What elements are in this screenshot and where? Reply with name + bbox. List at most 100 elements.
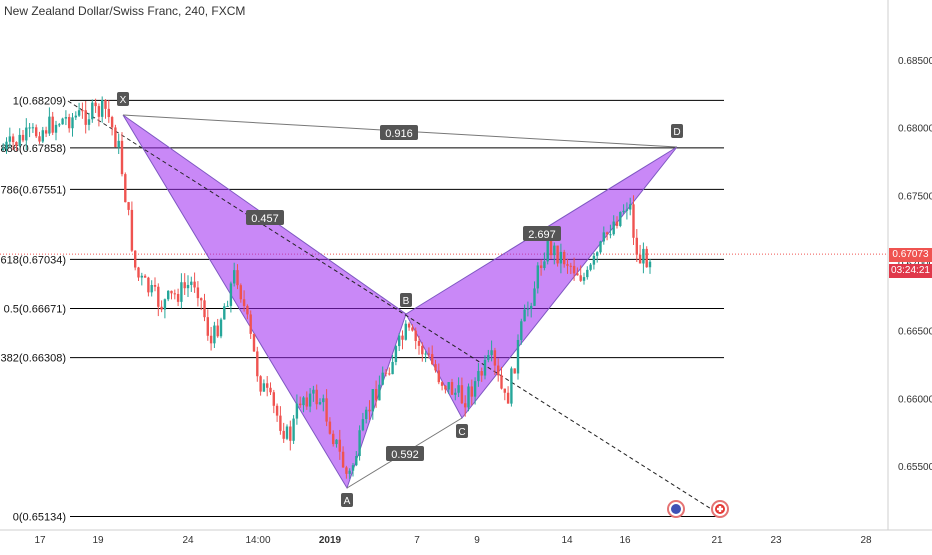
candle-body <box>563 251 566 265</box>
point-c-label-box <box>456 424 468 438</box>
candle-body <box>302 397 305 406</box>
candle-body <box>167 290 170 300</box>
candle-body <box>226 305 229 307</box>
nz-flag-fill <box>671 504 681 514</box>
candle-body <box>556 245 559 264</box>
candle-body <box>223 306 226 320</box>
candle-body <box>236 270 239 286</box>
candle-body <box>163 299 167 310</box>
candle-body <box>530 305 533 309</box>
candle-body <box>134 250 137 268</box>
candle-body <box>378 384 381 401</box>
candle-body <box>143 275 147 278</box>
time-tick-label: 19 <box>92 535 104 546</box>
candle-body <box>332 433 335 445</box>
pattern-triangle-bcd <box>405 146 678 419</box>
candle-body <box>282 430 285 439</box>
candle-body <box>506 392 510 404</box>
candle-body <box>160 306 163 310</box>
candle-body <box>629 204 632 210</box>
time-tick-label: 14:00 <box>245 535 270 546</box>
candle-body <box>54 124 58 133</box>
ratio-xd-label-box <box>380 125 418 140</box>
candle-body <box>68 117 71 129</box>
candle-body <box>371 389 374 412</box>
time-tick-label: 21 <box>711 535 723 546</box>
candle-body <box>464 403 467 408</box>
candle-body <box>622 210 625 212</box>
candle-body <box>137 267 140 278</box>
candle-body <box>503 388 506 393</box>
ratio-ac-label-box <box>386 446 424 461</box>
candle-body <box>157 286 160 307</box>
candle-body <box>150 284 153 293</box>
point-a-label: A <box>344 496 351 507</box>
candle-body <box>120 140 124 175</box>
candle-body <box>615 221 619 226</box>
time-tick-label: 7 <box>414 535 420 546</box>
candle-body <box>114 127 117 148</box>
candle-body <box>71 117 74 129</box>
candle-body <box>325 398 328 422</box>
candle-body <box>516 339 520 374</box>
candle-body <box>338 439 341 452</box>
candle-body <box>312 389 315 394</box>
candle-body <box>252 333 256 352</box>
candle-body <box>170 290 173 294</box>
candle-body <box>91 102 94 120</box>
candle-body <box>219 319 223 337</box>
price-tick-label: 0.67500 <box>898 191 932 202</box>
candle-body <box>2 148 5 150</box>
ch-cross-h <box>717 507 723 511</box>
candle-body <box>266 383 269 388</box>
candle-body <box>209 335 213 344</box>
candle-body <box>285 426 289 439</box>
candle-body <box>97 106 101 117</box>
candle-body <box>477 371 480 382</box>
ratio-xb-label: 0.457 <box>251 213 279 225</box>
candle-body <box>147 277 150 293</box>
candle-body <box>549 238 553 256</box>
candle-body <box>381 372 384 385</box>
candle-body <box>5 141 8 149</box>
candle-body <box>176 293 180 302</box>
point-d-label: D <box>673 127 680 138</box>
point-b-label-box <box>400 293 412 307</box>
candle-body <box>15 142 18 146</box>
candle-body <box>246 305 249 315</box>
candle-body <box>48 116 51 134</box>
candle-body <box>262 383 266 392</box>
candle-body <box>335 439 338 445</box>
candle-body <box>576 273 579 276</box>
candle-body <box>180 282 183 302</box>
candle-body <box>440 382 444 386</box>
candle-body <box>470 386 473 397</box>
candle-body <box>124 174 127 203</box>
candle-body <box>586 269 589 278</box>
candle-body <box>411 327 414 331</box>
candle-body <box>233 270 236 284</box>
candle-body <box>447 382 450 390</box>
price-tick-label: 0.68000 <box>898 124 932 135</box>
candle-body <box>384 372 388 374</box>
candle-body <box>619 211 622 226</box>
candle-body <box>543 261 546 269</box>
candle-body <box>437 370 440 383</box>
candle-body <box>358 430 361 457</box>
point-b-label: B <box>403 296 410 307</box>
candle-body <box>140 275 143 278</box>
candle-body <box>51 116 54 133</box>
candle-body <box>444 385 447 390</box>
candle-body <box>318 402 322 405</box>
candle-body <box>635 237 638 255</box>
candle-body <box>365 409 368 420</box>
point-c-label: C <box>458 427 465 438</box>
candle-body <box>520 321 523 340</box>
candle-body <box>101 100 104 117</box>
candle-body <box>579 275 582 281</box>
time-tick-label: 23 <box>770 535 782 546</box>
fib-level-label: 0.5(0.66671) <box>4 304 66 316</box>
candle-body <box>645 248 648 268</box>
